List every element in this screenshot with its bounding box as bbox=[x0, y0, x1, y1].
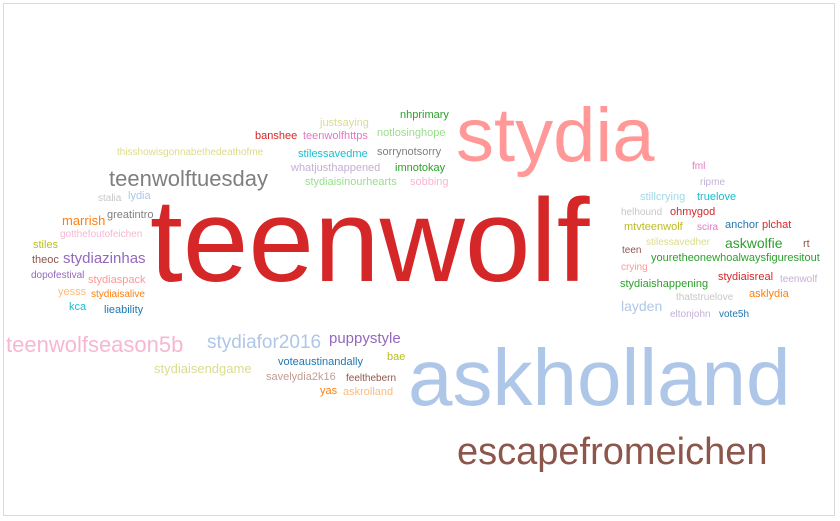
word-sobbing: sobbing bbox=[410, 176, 449, 188]
word-stydiazinhas: stydiazinhas bbox=[63, 250, 146, 267]
word-anchor: anchor bbox=[725, 219, 759, 231]
word-ohmygod: ohmygod bbox=[670, 206, 716, 218]
word-fml: fml bbox=[692, 161, 706, 172]
word-stydiaisalive: stydiaisalive bbox=[91, 289, 145, 300]
word-rt: rt bbox=[803, 238, 810, 250]
word-plchat: plchat bbox=[762, 219, 792, 231]
word-yas: yas bbox=[320, 385, 338, 397]
word-whatjusthappened: whatjusthappened bbox=[291, 162, 381, 174]
word-sorrynotsorry: sorrynotsorry bbox=[377, 146, 442, 158]
word-stiles: stiles bbox=[33, 239, 59, 251]
word-teen: teen bbox=[622, 245, 642, 256]
word-escapefromeichen: escapefromeichen bbox=[457, 431, 768, 473]
word-bae: bae bbox=[387, 351, 406, 363]
word-helhound: helhound bbox=[621, 207, 663, 218]
word-dopofestival: dopofestival bbox=[31, 270, 85, 281]
word-justsaying: justsaying bbox=[320, 117, 369, 129]
word-truelove: truelove bbox=[697, 191, 737, 203]
word-teenwolftuesday: teenwolftuesday bbox=[109, 166, 268, 191]
word-stydiaisreal: stydiaisreal bbox=[718, 271, 774, 283]
word-teenwolf: teenwolf bbox=[150, 175, 590, 307]
word-greatintro: greatintro bbox=[107, 209, 154, 221]
word-askwolfie: askwolfie bbox=[725, 235, 783, 251]
word-cloud-frame bbox=[3, 3, 835, 516]
word-teenwolfhttps: teenwolfhttps bbox=[303, 130, 368, 142]
word-stilessavedme: stilessavedme bbox=[298, 148, 368, 160]
word-teenwolf-small: teenwolf bbox=[780, 274, 818, 285]
word-lydia: lydia bbox=[128, 190, 151, 202]
word-stydiaspack: stydiaspack bbox=[88, 274, 146, 286]
word-marrish: marrish bbox=[62, 213, 106, 228]
word-eltonjohn: eltonjohn bbox=[670, 309, 711, 320]
word-feelthebern: feelthebern bbox=[346, 373, 397, 384]
word-gotthefoutofeichen: gotthefoutofeichen bbox=[60, 229, 143, 240]
word-stydia: stydia bbox=[456, 93, 655, 178]
word-crying: crying bbox=[621, 262, 648, 273]
word-yesss: yesss bbox=[58, 286, 87, 298]
word-youretheonewhoalwaysfiguresitout: youretheonewhoalwaysfiguresitout bbox=[651, 252, 820, 264]
word-notlosinghope: notlosinghope bbox=[377, 127, 446, 139]
word-stillcrying: stillcrying bbox=[640, 191, 686, 203]
word-scira: scira bbox=[697, 222, 719, 233]
word-savelydia2k16: savelydia2k16 bbox=[266, 371, 336, 383]
word-imnotokay: imnotokay bbox=[395, 162, 446, 174]
word-stydiaisendgame: stydiaisendgame bbox=[154, 361, 252, 376]
word-stydiaishappening: stydiaishappening bbox=[620, 278, 709, 290]
word-ripme: ripme bbox=[700, 177, 726, 188]
word-stydiafor2016: stydiafor2016 bbox=[207, 332, 322, 353]
word-banshee: banshee bbox=[255, 130, 298, 142]
word-theoc: theoc bbox=[32, 254, 59, 266]
word-thisshowisgonnabethedeathofme: thisshowisgonnabethedeathofme bbox=[117, 147, 264, 158]
word-kca: kca bbox=[69, 301, 87, 313]
word-stydiaisinourhearts: stydiaisinourhearts bbox=[305, 176, 397, 188]
word-teenwolfseason5b: teenwolfseason5b bbox=[6, 332, 184, 357]
word-askrolland: askrolland bbox=[343, 386, 394, 398]
word-layden: layden bbox=[621, 298, 663, 314]
word-puppystyle: puppystyle bbox=[329, 330, 401, 347]
word-askholland: askholland bbox=[408, 333, 791, 422]
word-mtvteenwolf: mtvteenwolf bbox=[624, 221, 683, 233]
word-thatstruelove: thatstruelove bbox=[676, 292, 734, 303]
word-nhprimary: nhprimary bbox=[400, 109, 449, 121]
word-lieability: lieability bbox=[104, 304, 144, 316]
word-voteaustinandally: voteaustinandally bbox=[278, 356, 364, 368]
word-asklydia: asklydia bbox=[749, 288, 789, 300]
word-vote5h: vote5h bbox=[719, 309, 750, 320]
word-stalia: stalia bbox=[98, 193, 122, 204]
word-stilessavedher: stilessavedher bbox=[646, 237, 710, 248]
